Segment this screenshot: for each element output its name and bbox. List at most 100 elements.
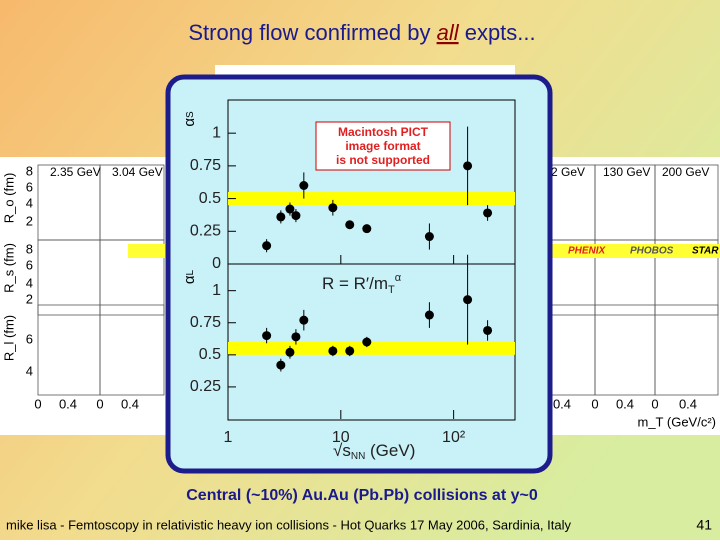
footer: mike lisa - Femtoscopy in relativistic h… <box>6 517 571 532</box>
data-point <box>424 232 434 242</box>
bg-panel <box>654 304 719 396</box>
slide-title: Strong flow confirmed by all expts... <box>188 20 535 45</box>
annotation-part: T <box>388 284 395 296</box>
y-axis-label: αL <box>181 269 198 284</box>
x-label-part: (GeV) <box>365 441 415 460</box>
x-tick-label: 10 <box>332 429 350 446</box>
title-part: Strong flow confirmed by <box>188 20 436 45</box>
y-tick-label: 1 <box>212 282 221 299</box>
data-point <box>299 315 309 325</box>
center-panel <box>165 74 553 474</box>
x-tick-label: 10² <box>442 429 466 446</box>
left-figure <box>0 157 166 435</box>
data-point <box>424 310 434 320</box>
pict-text: image format <box>345 139 420 153</box>
data-point <box>345 346 355 356</box>
caption: Central (~10%) Au.Au (Pb.Pb) collisions … <box>186 487 538 504</box>
data-point <box>483 325 493 335</box>
right-figure <box>549 157 720 435</box>
y-label-part: L <box>185 269 196 275</box>
reference-band <box>228 342 515 355</box>
y-tick-label: 8 <box>26 241 33 256</box>
y-axis-label: R_l (fm) <box>1 315 16 361</box>
legend-strip <box>549 244 720 258</box>
data-point <box>483 208 493 218</box>
x-tick-label: 0.4 <box>121 396 139 411</box>
data-point <box>362 224 372 234</box>
data-point <box>345 220 355 230</box>
page-number: 41 <box>696 517 712 533</box>
y-tick-label: 4 <box>26 363 33 378</box>
panel-label: 130 GeV <box>603 165 650 179</box>
y-tick-label: 4 <box>26 195 33 210</box>
x-tick-label: 0 <box>591 396 598 411</box>
data-point <box>291 211 301 221</box>
y-label-part: α <box>181 118 198 127</box>
data-point <box>285 204 295 214</box>
x-tick-label: 0.4 <box>553 396 571 411</box>
legend-label: STAR <box>692 246 719 257</box>
y-tick-label: 6 <box>26 179 33 194</box>
pict-text: is not supported <box>336 153 430 167</box>
data-point <box>328 203 338 213</box>
y-tick-label: 0.5 <box>199 346 221 363</box>
data-point <box>328 346 338 356</box>
y-label-part: α <box>181 275 198 284</box>
title-emphasis: all <box>437 20 460 45</box>
panel-label: 2 GeV <box>551 165 585 179</box>
y-tick-label: 0.75 <box>190 314 221 331</box>
annotation: R = R′/mTα <box>322 272 402 296</box>
data-point <box>362 337 372 347</box>
legend-label: PHENIX <box>568 246 607 257</box>
y-axis-label: αS <box>181 111 198 127</box>
legend-label: PHOBOS <box>630 246 674 257</box>
panel-label: 2.35 GeV <box>50 165 101 179</box>
data-point <box>276 360 286 370</box>
data-point <box>463 161 473 171</box>
data-point <box>291 332 301 342</box>
y-tick-label: 6 <box>26 331 33 346</box>
x-tick-label: 0.4 <box>616 396 634 411</box>
y-tick-label: 2 <box>26 291 33 306</box>
x-tick-label: 0 <box>96 396 103 411</box>
y-label-part: S <box>185 111 196 118</box>
background-figure: 2.35 GeV 3.04 GeV 2 GeV 130 GeV 200 GeV R_o (… <box>1 163 720 429</box>
y-tick-label: 8 <box>26 163 33 178</box>
y-tick-label: 6 <box>26 257 33 272</box>
bg-panel <box>99 239 165 316</box>
legend-strip <box>128 244 166 258</box>
y-tick-label: 0 <box>212 255 221 272</box>
x-tick-label: 0.4 <box>679 396 697 411</box>
bg-panel <box>99 304 165 396</box>
y-axis-label: R_s (fm) <box>1 243 16 293</box>
y-tick-label: 0.5 <box>199 190 221 207</box>
y-axis-label: R_o (fm) <box>1 173 16 224</box>
panel-label: 200 GeV <box>662 165 709 179</box>
y-tick-label: 0.25 <box>190 378 221 395</box>
data-point <box>299 181 309 190</box>
x-tick-label: 0 <box>651 396 658 411</box>
x-axis-label: m_T (GeV/c²) <box>638 414 717 429</box>
y-tick-label: 1 <box>212 124 221 141</box>
y-tick-label: 4 <box>26 275 33 290</box>
x-axis-label: √sNN (GeV) <box>333 441 415 461</box>
annotation-part: R = R′/m <box>322 274 388 293</box>
x-tick-label: 1 <box>224 429 233 446</box>
x-tick-label: 0 <box>34 396 41 411</box>
title-part: expts... <box>459 20 536 45</box>
x-label-part: √s <box>333 441 351 460</box>
data-point <box>276 212 286 222</box>
x-tick-label: 0.4 <box>59 396 77 411</box>
data-point <box>262 331 272 341</box>
data-point <box>285 347 295 357</box>
annotation-part: α <box>395 272 402 284</box>
y-tick-label: 0.75 <box>190 157 221 174</box>
y-tick-label: 0.25 <box>190 223 221 240</box>
y-tick-label: 2 <box>26 213 33 228</box>
pict-box <box>315 121 451 171</box>
x-label-part: NN <box>351 451 365 462</box>
data-point <box>262 241 272 251</box>
bg-panel <box>654 239 719 316</box>
